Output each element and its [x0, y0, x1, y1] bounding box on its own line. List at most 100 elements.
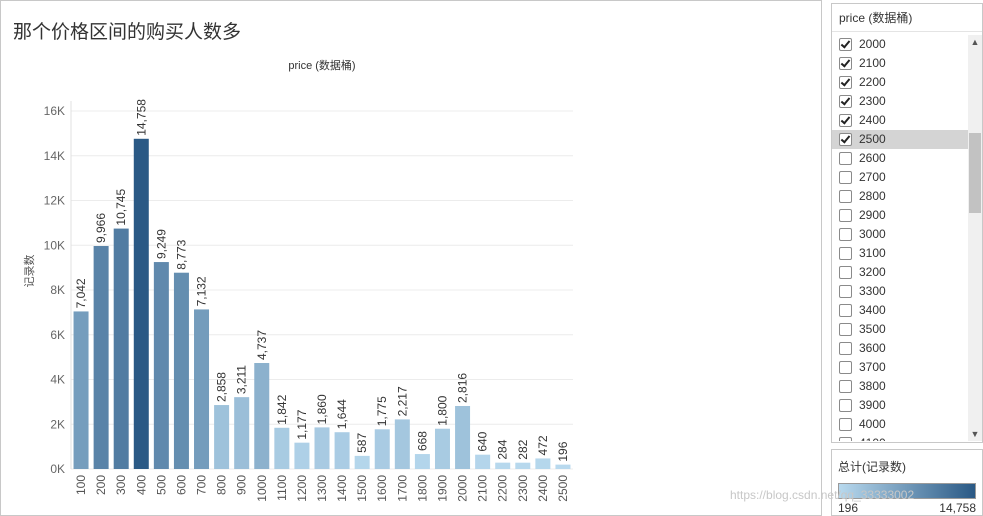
x-tick-label: 1600: [375, 475, 389, 502]
filter-item-label: 3500: [859, 322, 886, 336]
filter-item-2100[interactable]: 2100: [832, 54, 968, 73]
filter-item-2600[interactable]: 2600: [832, 149, 968, 168]
filter-item-3400[interactable]: 3400: [832, 301, 968, 320]
bar[interactable]: [555, 464, 571, 469]
checkbox[interactable]: [839, 418, 852, 431]
bar[interactable]: [254, 363, 270, 469]
filter-item-3900[interactable]: 3900: [832, 396, 968, 415]
bar[interactable]: [153, 262, 169, 469]
checkbox[interactable]: [839, 323, 852, 336]
checkbox[interactable]: [839, 380, 852, 393]
bar-value-label: 7,132: [195, 276, 209, 306]
y-tick-label: 4K: [50, 373, 65, 387]
checkbox[interactable]: [839, 228, 852, 241]
checkbox[interactable]: [839, 114, 852, 127]
bar[interactable]: [535, 458, 551, 469]
scroll-down-icon[interactable]: ▼: [970, 429, 980, 439]
checkbox[interactable]: [839, 285, 852, 298]
bar-value-label: 640: [476, 431, 490, 451]
filter-item-3100[interactable]: 3100: [832, 244, 968, 263]
checkbox[interactable]: [839, 399, 852, 412]
scrollbar-thumb[interactable]: [969, 133, 981, 213]
filter-item-label: 3400: [859, 303, 886, 317]
y-tick-label: 10K: [44, 238, 65, 252]
bar[interactable]: [274, 427, 290, 469]
bar[interactable]: [515, 462, 531, 469]
filter-scrollbar[interactable]: ▲ ▼: [968, 35, 982, 441]
y-tick-label: 12K: [44, 194, 65, 208]
filter-item-label: 3100: [859, 246, 886, 260]
filter-item-label: 2300: [859, 94, 886, 108]
legend-max-label: 14,758: [939, 501, 976, 515]
filter-item-3800[interactable]: 3800: [832, 377, 968, 396]
checkbox[interactable]: [839, 76, 852, 89]
bar[interactable]: [113, 228, 129, 469]
x-tick-label: 300: [114, 475, 128, 495]
bar[interactable]: [214, 405, 230, 469]
x-tick-label: 900: [235, 475, 249, 495]
filter-item-3300[interactable]: 3300: [832, 282, 968, 301]
x-tick-label: 1200: [295, 475, 309, 502]
bar-value-label: 2,858: [215, 372, 229, 402]
filter-item-2500[interactable]: 2500: [832, 130, 968, 149]
bar[interactable]: [455, 405, 471, 469]
bar[interactable]: [93, 246, 109, 469]
filter-item-2300[interactable]: 2300: [832, 92, 968, 111]
bar[interactable]: [334, 432, 350, 469]
checkbox[interactable]: [839, 171, 852, 184]
checkbox[interactable]: [839, 95, 852, 108]
bar[interactable]: [294, 442, 310, 469]
filter-item-2200[interactable]: 2200: [832, 73, 968, 92]
bar[interactable]: [414, 454, 430, 469]
bar[interactable]: [495, 462, 511, 469]
checkbox[interactable]: [839, 190, 852, 203]
bar[interactable]: [434, 428, 450, 469]
filter-item-3600[interactable]: 3600: [832, 339, 968, 358]
filter-item-3000[interactable]: 3000: [832, 225, 968, 244]
checkbox[interactable]: [839, 342, 852, 355]
filter-item-3700[interactable]: 3700: [832, 358, 968, 377]
checkbox[interactable]: [839, 266, 852, 279]
filter-item-2800[interactable]: 2800: [832, 187, 968, 206]
filter-item-2900[interactable]: 2900: [832, 206, 968, 225]
bar[interactable]: [475, 454, 491, 469]
x-tick-label: 1500: [355, 475, 369, 502]
filter-item-3200[interactable]: 3200: [832, 263, 968, 282]
bar-value-label: 472: [536, 435, 550, 455]
checkbox[interactable]: [839, 437, 852, 441]
filter-item-label: 3000: [859, 227, 886, 241]
checkbox[interactable]: [839, 152, 852, 165]
checkbox[interactable]: [839, 57, 852, 70]
checkbox[interactable]: [839, 209, 852, 222]
bar[interactable]: [173, 272, 189, 469]
filter-item-2700[interactable]: 2700: [832, 168, 968, 187]
bar-value-label: 282: [516, 439, 530, 459]
filter-item-4000[interactable]: 4000: [832, 415, 968, 434]
filter-item-label: 2100: [859, 56, 886, 70]
checkbox[interactable]: [839, 247, 852, 260]
x-tick-label: 1900: [435, 475, 449, 502]
y-tick-label: 16K: [44, 104, 65, 118]
bar[interactable]: [133, 138, 149, 470]
x-tick-label: 2300: [516, 475, 530, 502]
bar[interactable]: [374, 429, 390, 469]
filter-item-3500[interactable]: 3500: [832, 320, 968, 339]
bar-value-label: 1,842: [275, 394, 289, 424]
filter-item-2400[interactable]: 2400: [832, 111, 968, 130]
checkbox[interactable]: [839, 133, 852, 146]
checkbox[interactable]: [839, 38, 852, 51]
checkmark-icon: [840, 114, 851, 125]
bar[interactable]: [73, 311, 89, 469]
bar[interactable]: [394, 419, 410, 469]
bar[interactable]: [234, 397, 250, 469]
chart-panel: 那个价格区间的购买人数多 7,042 100 9,966 200 10,745 300 14…: [0, 0, 822, 516]
bar[interactable]: [194, 309, 210, 469]
color-legend-panel: 总计(记录数) 196 14,758: [831, 449, 983, 516]
checkbox[interactable]: [839, 361, 852, 374]
checkbox[interactable]: [839, 304, 852, 317]
scroll-up-icon[interactable]: ▲: [970, 37, 980, 47]
filter-item-4100[interactable]: 4100: [832, 434, 968, 441]
bar[interactable]: [314, 427, 330, 469]
filter-item-2000[interactable]: 2000: [832, 35, 968, 54]
bar[interactable]: [354, 455, 370, 469]
